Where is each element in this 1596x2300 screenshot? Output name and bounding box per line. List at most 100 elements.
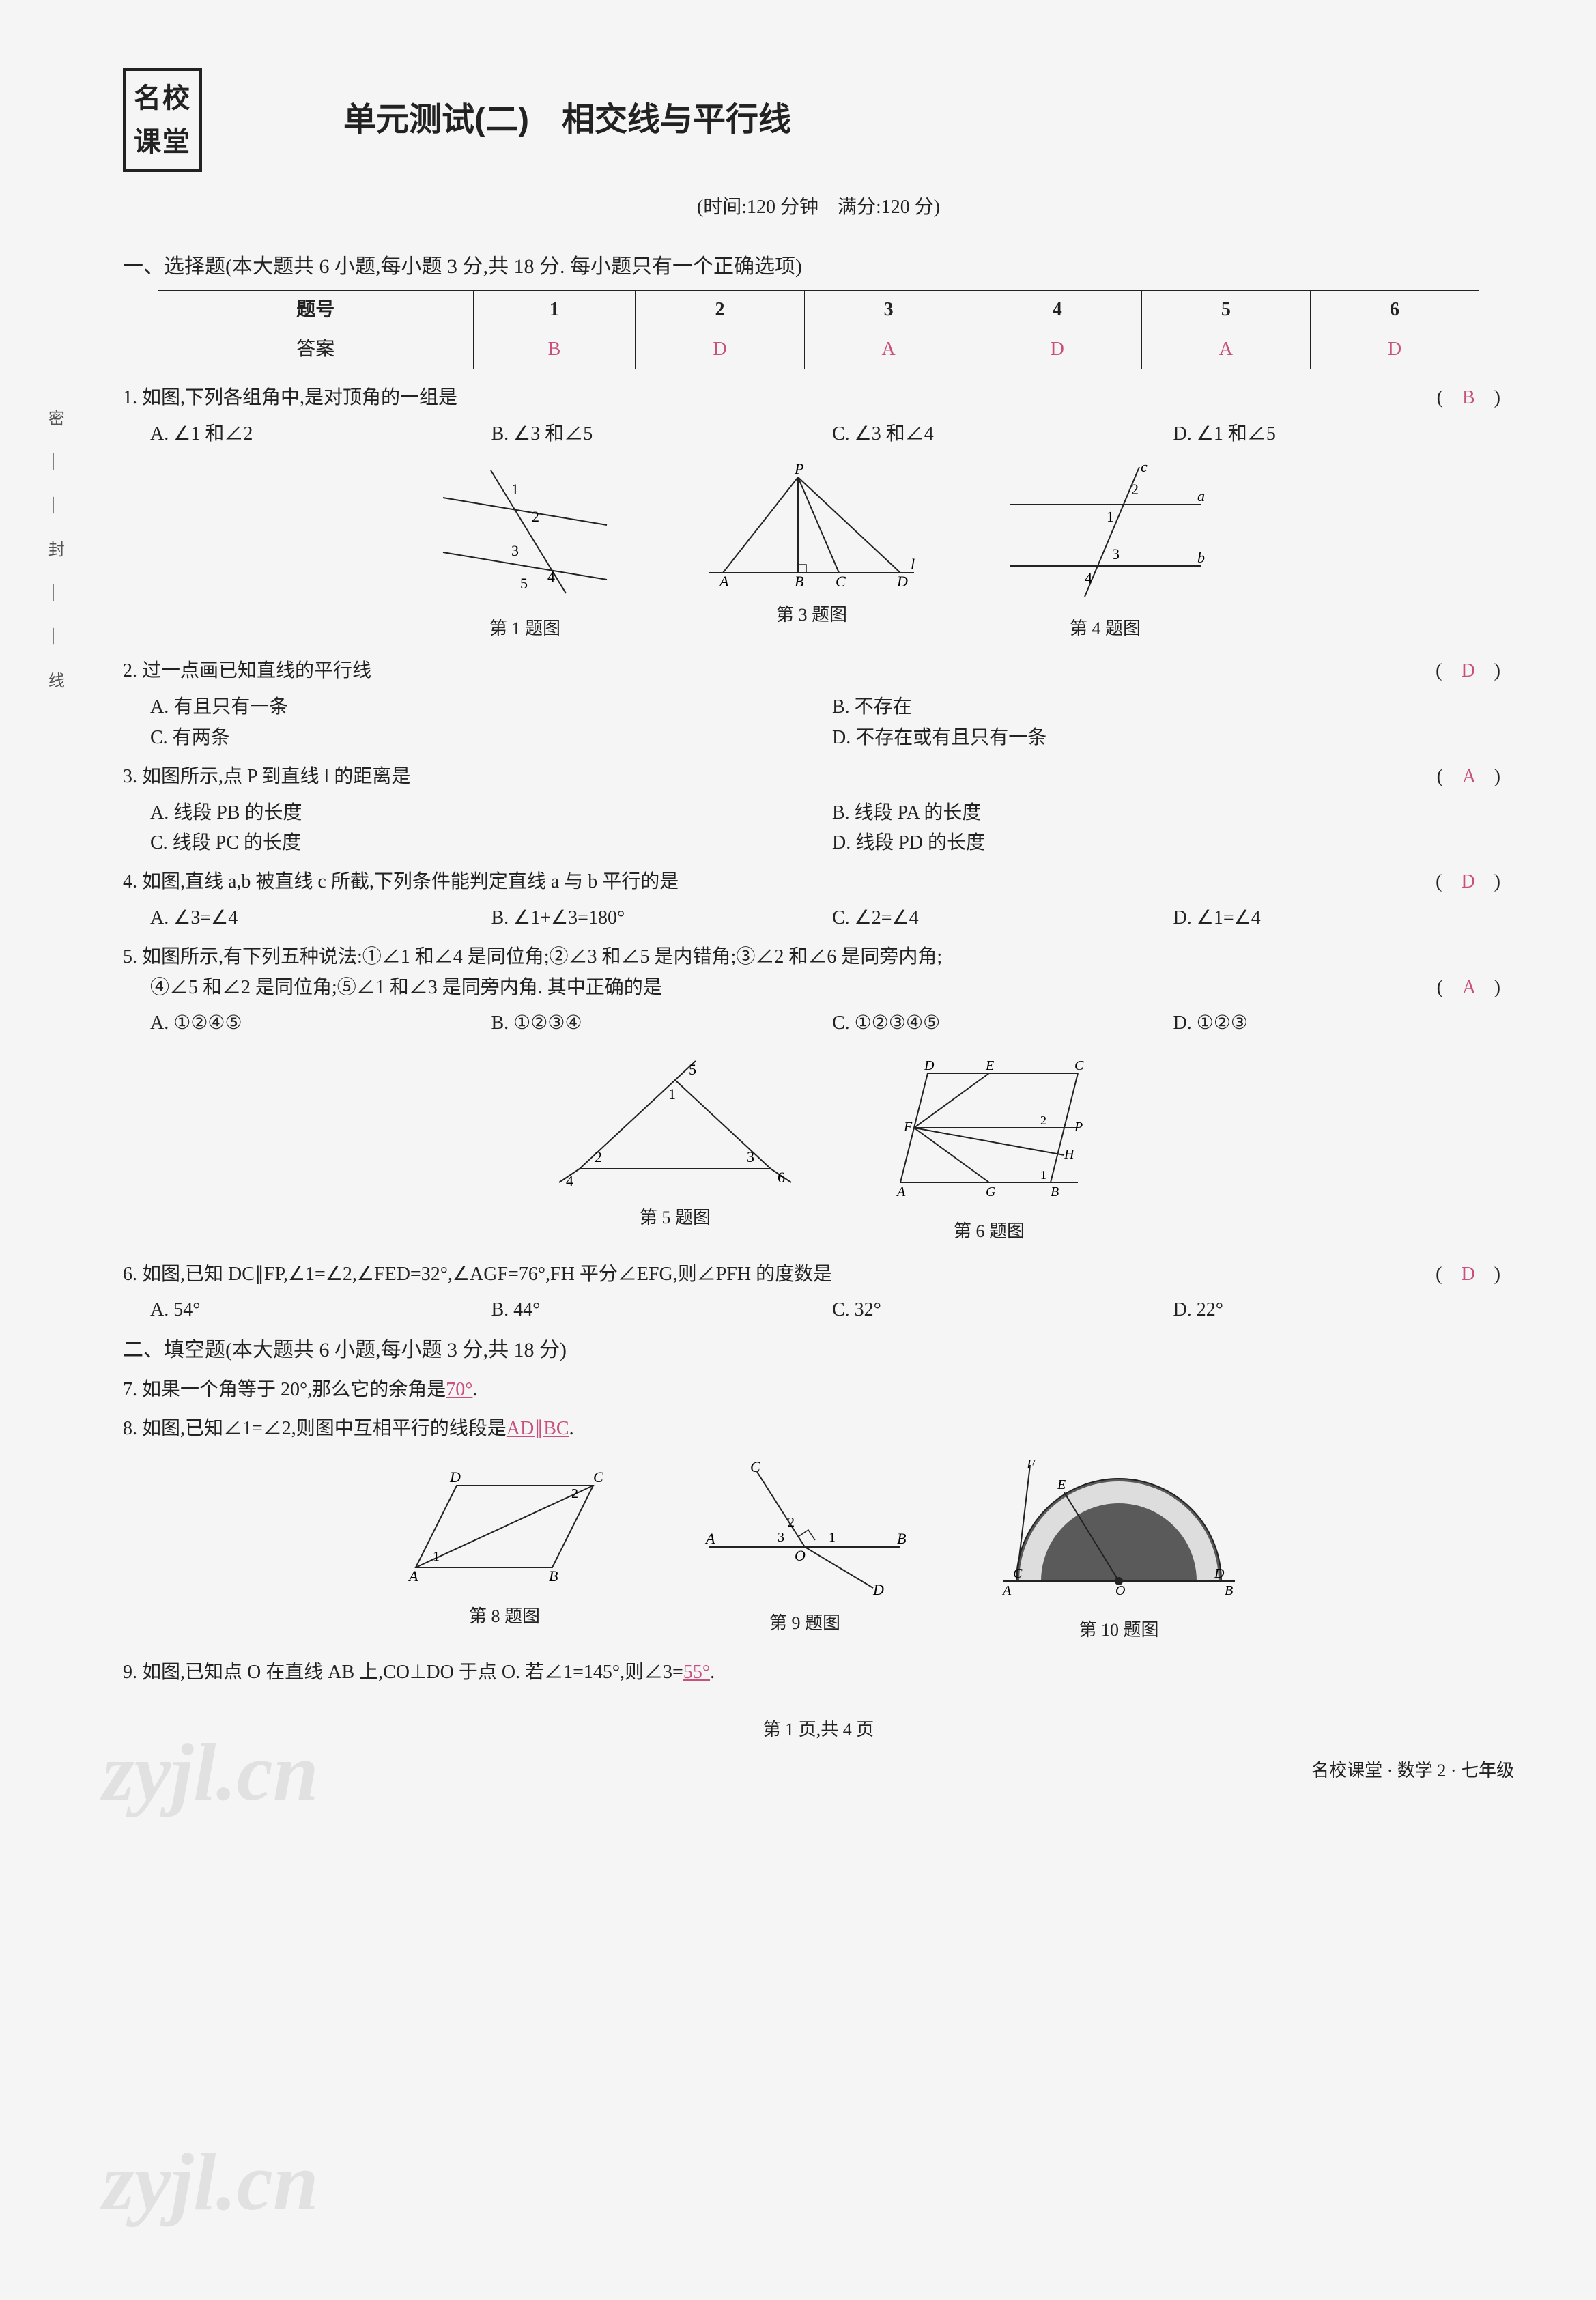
page-footer: 第 1 页,共 4 页 [123,1716,1514,1744]
svg-text:2: 2 [595,1148,602,1165]
header-label: 题号 [158,290,473,330]
figure-10: A B C D E F O 第 10 题图 [996,1458,1242,1644]
svg-text:E: E [1057,1477,1066,1492]
svg-text:O: O [795,1547,806,1564]
svg-text:1: 1 [829,1530,836,1545]
figure-row-2: 5 1 3 6 2 4 第 5 题图 D E C F P H A G B [123,1053,1514,1245]
svg-text:C: C [750,1458,760,1475]
svg-text:D: D [924,1058,935,1073]
q1-stem: 1. 如图,下列各组角中,是对顶角的一组是 [123,387,457,408]
svg-text:5: 5 [520,575,528,592]
q8-answer: AD∥BC [507,1418,569,1439]
fig9-svg: A B C D O 1 2 3 [696,1458,914,1595]
fig1-svg: 1 2 3 4 5 [429,464,621,600]
svg-text:P: P [1074,1120,1083,1135]
logo: 名校课堂 [123,68,202,172]
svg-text:2: 2 [788,1515,795,1530]
svg-text:3: 3 [511,542,519,559]
binding-line: 密——封——线 [41,410,67,715]
svg-text:1: 1 [668,1085,676,1103]
question-8: 8. 如图,已知∠1=∠2,则图中互相平行的线段是AD∥BC. [123,1414,1514,1445]
q7-answer: 70° [446,1379,472,1400]
svg-text:c: c [1141,458,1148,475]
fig10-svg: A B C D E F O [996,1458,1242,1602]
q4-stem: 4. 如图,直线 a,b 被直线 c 所截,下列条件能判定直线 a 与 b 平行… [123,871,679,892]
svg-text:1: 1 [511,481,519,498]
answer-label: 答案 [158,330,473,369]
q5-options: A. ①②④⑤ B. ①②③④ C. ①②③④⑤ D. ①②③ [123,1008,1514,1039]
svg-text:D: D [1214,1566,1225,1581]
watermark: zyjl.cn [102,2116,319,2247]
question-4: 4. 如图,直线 a,b 被直线 c 所截,下列条件能判定直线 a 与 b 平行… [123,867,1514,934]
q6-stem: 6. 如图,已知 DC∥FP,∠1=∠2,∠FED=32°,∠AGF=76°,F… [123,1264,832,1285]
svg-text:P: P [794,460,803,477]
svg-text:C: C [836,573,846,590]
answer-table: 题号 1 2 3 4 5 6 答案 B D A D A D [158,290,1479,370]
svg-text:C: C [1013,1566,1023,1581]
svg-text:D: D [872,1581,884,1598]
svg-text:B: B [549,1567,558,1585]
q5-paren: ( A ) [1437,973,1500,1004]
figure-8: A B C D 1 2 第 8 题图 [395,1458,614,1644]
svg-text:3: 3 [778,1530,784,1545]
q2-options: A. 有且只有一条 B. 不存在 C. 有两条 D. 不存在或有且只有一条 [123,692,1514,754]
svg-text:O: O [1115,1583,1125,1598]
svg-text:l: l [911,556,915,573]
q3-options: A. 线段 PB 的长度 B. 线段 PA 的长度 C. 线段 PC 的长度 D… [123,798,1514,860]
svg-text:D: D [896,573,908,590]
svg-text:B: B [795,573,803,590]
svg-text:B: B [1051,1184,1059,1199]
svg-text:6: 6 [778,1169,785,1186]
q3-stem: 3. 如图所示,点 P 到直线 l 的距离是 [123,766,410,787]
svg-text:A: A [1001,1583,1012,1598]
svg-text:C: C [1074,1058,1084,1073]
q4-paren: ( D ) [1436,867,1500,898]
svg-text:1: 1 [1107,508,1114,525]
svg-text:2: 2 [571,1486,578,1501]
q1-options: A. ∠1 和∠2 B. ∠3 和∠5 C. ∠3 和∠4 D. ∠1 和∠5 [123,419,1514,450]
svg-text:C: C [593,1468,603,1486]
svg-text:A: A [896,1184,906,1199]
svg-text:D: D [449,1468,461,1486]
svg-text:G: G [986,1184,996,1199]
figure-5: 5 1 3 6 2 4 第 5 题图 [545,1053,805,1245]
svg-text:4: 4 [1085,569,1092,586]
fig6-svg: D E C F P H A G B 2 1 [887,1053,1092,1203]
svg-text:3: 3 [1112,545,1120,563]
svg-text:4: 4 [547,568,555,585]
q2-stem: 2. 过一点画已知直线的平行线 [123,660,371,681]
figure-9: A B C D O 1 2 3 第 9 题图 [696,1458,914,1644]
question-7: 7. 如果一个角等于 20°,那么它的余角是70°. [123,1375,1514,1406]
subtitle: (时间:120 分钟 满分:120 分) [123,193,1514,223]
svg-text:1: 1 [1040,1168,1046,1182]
q9-answer: 55° [683,1662,710,1683]
svg-text:A: A [704,1530,715,1547]
fig8-svg: A B C D 1 2 [395,1458,614,1588]
figure-row-3: A B C D 1 2 第 8 题图 A B C D O 1 2 3 第 9 题… [123,1458,1514,1644]
q1-paren: ( B ) [1437,383,1500,414]
svg-text:F: F [1026,1457,1036,1472]
svg-text:B: B [897,1530,906,1547]
question-2: 2. 过一点画已知直线的平行线 ( D ) A. 有且只有一条 B. 不存在 C… [123,656,1514,753]
figure-row-1: 1 2 3 4 5 第 1 题图 P A B C D l 第 3 题图 [123,464,1514,642]
svg-text:4: 4 [566,1172,573,1189]
table-row: 答案 B D A D A D [158,330,1479,369]
q5-stem2: ④∠5 和∠2 是同位角;⑤∠1 和∠3 是同旁内角. 其中正确的是 [150,977,662,998]
q3-paren: ( A ) [1437,762,1500,793]
svg-text:A: A [718,573,729,590]
figure-1: 1 2 3 4 5 第 1 题图 [429,464,621,642]
question-6: 6. 如图,已知 DC∥FP,∠1=∠2,∠FED=32°,∠AGF=76°,F… [123,1260,1514,1326]
fig3-svg: P A B C D l [702,464,921,586]
q6-paren: ( D ) [1436,1260,1500,1290]
question-3: 3. 如图所示,点 P 到直线 l 的距离是 ( A ) A. 线段 PB 的长… [123,762,1514,859]
svg-text:A: A [408,1567,418,1585]
footer-right: 名校课堂 · 数学 2 · 七年级 [1311,1757,1514,1785]
figure-4: 2 1 3 4 a b c 第 4 题图 [1003,464,1208,642]
figure-3: P A B C D l 第 3 题图 [702,464,921,642]
q4-options: A. ∠3=∠4 B. ∠1+∠3=180° C. ∠2=∠4 D. ∠1=∠4 [123,903,1514,934]
fig4-svg: 2 1 3 4 a b c [1003,464,1208,600]
svg-text:a: a [1197,487,1205,505]
svg-text:2: 2 [1040,1113,1046,1127]
svg-text:2: 2 [532,508,539,525]
svg-text:1: 1 [433,1549,440,1564]
